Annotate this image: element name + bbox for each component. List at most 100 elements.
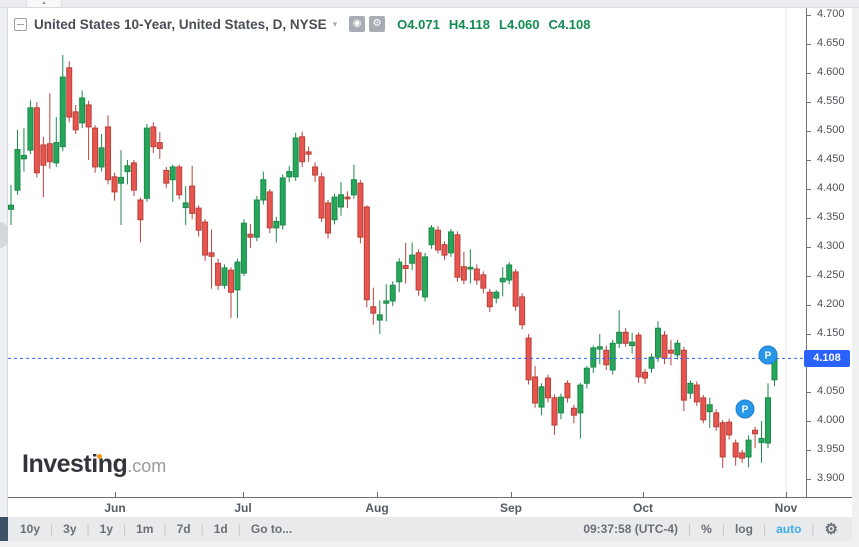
auto-scale-button[interactable]: auto (776, 522, 802, 536)
expand-panel-tab[interactable]: ▲ (26, 0, 62, 8)
candle (545, 374, 552, 403)
candle (221, 264, 228, 289)
month-label: Jun (104, 501, 126, 515)
watermark-brand: Investing (22, 450, 128, 478)
top-strip (0, 0, 859, 8)
svg-text:P: P (765, 351, 772, 362)
price-axis-label: 4.550 (817, 95, 845, 107)
candle (389, 281, 396, 307)
candle (680, 346, 687, 412)
candle (130, 160, 137, 196)
range-button-3y[interactable]: 3y (63, 522, 77, 536)
price-axis-label: 4.450 (817, 153, 845, 165)
price-axis-label: 4.500 (817, 124, 845, 136)
candle (117, 150, 124, 225)
ohlc-low: L4.060 (499, 16, 540, 32)
candle (143, 124, 150, 202)
collapse-up-icon: ▲ (41, 0, 47, 6)
candle (655, 321, 661, 362)
candle (609, 339, 616, 375)
price-tick (807, 275, 811, 277)
candle (370, 287, 377, 325)
candle (467, 249, 474, 284)
bottom-toolbar: 10y | 3y | 1y | 1m | 7d | 1d | Go to... 09:37:58 (… (8, 517, 852, 541)
month-tick (243, 492, 244, 497)
price-tick (807, 246, 811, 248)
candle (519, 293, 526, 330)
candle (752, 426, 759, 449)
price-tick (807, 449, 811, 451)
month-tick (786, 492, 787, 497)
range-buttons: 10y | 3y | 1y | 1m | 7d | 1d (20, 522, 228, 536)
candle (240, 219, 247, 276)
candle (480, 271, 487, 294)
month-label: Sep (499, 501, 522, 515)
percent-scale-button[interactable]: % (701, 522, 712, 536)
candle (305, 146, 312, 162)
candle (169, 164, 176, 202)
range-button-1y[interactable]: 1y (99, 522, 113, 536)
price-tick (807, 14, 811, 16)
candle (350, 164, 357, 199)
candle (713, 409, 720, 431)
candlestick-chart[interactable]: PP (8, 8, 806, 497)
range-button-1d[interactable]: 1d (213, 522, 228, 536)
candle (33, 102, 40, 178)
range-button-7d[interactable]: 7d (176, 522, 191, 536)
ohlc-close: C4.108 (548, 16, 591, 32)
eye-icon[interactable]: ◉ (349, 16, 366, 32)
clock-label[interactable]: 09:37:58 (UTC-4) (583, 522, 679, 536)
price-tick (807, 304, 811, 306)
current-price-tag: 4.108 (804, 349, 850, 367)
price-axis-label: 4.300 (817, 240, 845, 252)
candle (195, 205, 202, 237)
range-button-10y[interactable]: 10y (20, 522, 41, 536)
position-marker[interactable]: P (735, 399, 755, 419)
chart-header: United States 10-Year, United States, D,… (14, 13, 590, 35)
side-panel-handle[interactable] (0, 222, 8, 248)
candle (635, 332, 642, 383)
candle (105, 115, 112, 185)
price-tick (807, 188, 811, 190)
candle (396, 258, 403, 293)
candle (415, 249, 422, 296)
candle (85, 100, 92, 160)
candle (726, 418, 733, 440)
log-scale-button[interactable]: log (734, 522, 753, 536)
left-strip (0, 8, 8, 517)
price-tick (807, 420, 811, 422)
month-tick (511, 492, 512, 497)
price-axis-label: 4.200 (817, 298, 845, 310)
candle (441, 241, 448, 260)
watermark-orange-dot-icon (97, 454, 102, 459)
toolbar-gear-icon[interactable]: ⚙ (824, 521, 838, 538)
candle (570, 404, 577, 424)
candle (292, 132, 299, 181)
price-axis[interactable]: 4.700 4.650 4.600 4.550 4.500 4.450 4.400 4.350… (806, 8, 852, 497)
candle (337, 182, 344, 216)
candle (648, 353, 655, 373)
price-axis-label: 4.600 (817, 66, 845, 78)
goto-button[interactable]: Go to... (250, 522, 293, 536)
price-axis-label: 4.150 (817, 327, 845, 339)
candle (72, 104, 79, 134)
candle (189, 165, 196, 220)
month-tick (115, 492, 116, 497)
month-tick (377, 492, 378, 497)
time-axis[interactable]: Jun Jul Aug Sep Oct Nov (8, 492, 852, 517)
candle (493, 289, 500, 304)
price-axis-label: 4.400 (817, 182, 845, 194)
candle (732, 439, 739, 466)
ohlc-high: H4.118 (448, 16, 491, 32)
price-tick (807, 217, 811, 219)
candle (603, 345, 610, 370)
collapse-chart-button[interactable] (14, 17, 27, 31)
range-button-1m[interactable]: 1m (136, 522, 154, 536)
gear-icon[interactable]: ⚙ (369, 16, 386, 32)
candle (629, 332, 636, 354)
candle (525, 334, 532, 385)
chevron-down-icon[interactable]: ▾ (332, 18, 338, 29)
candle (279, 174, 286, 230)
position-marker[interactable]: P (758, 345, 778, 365)
month-label: Nov (774, 501, 798, 515)
